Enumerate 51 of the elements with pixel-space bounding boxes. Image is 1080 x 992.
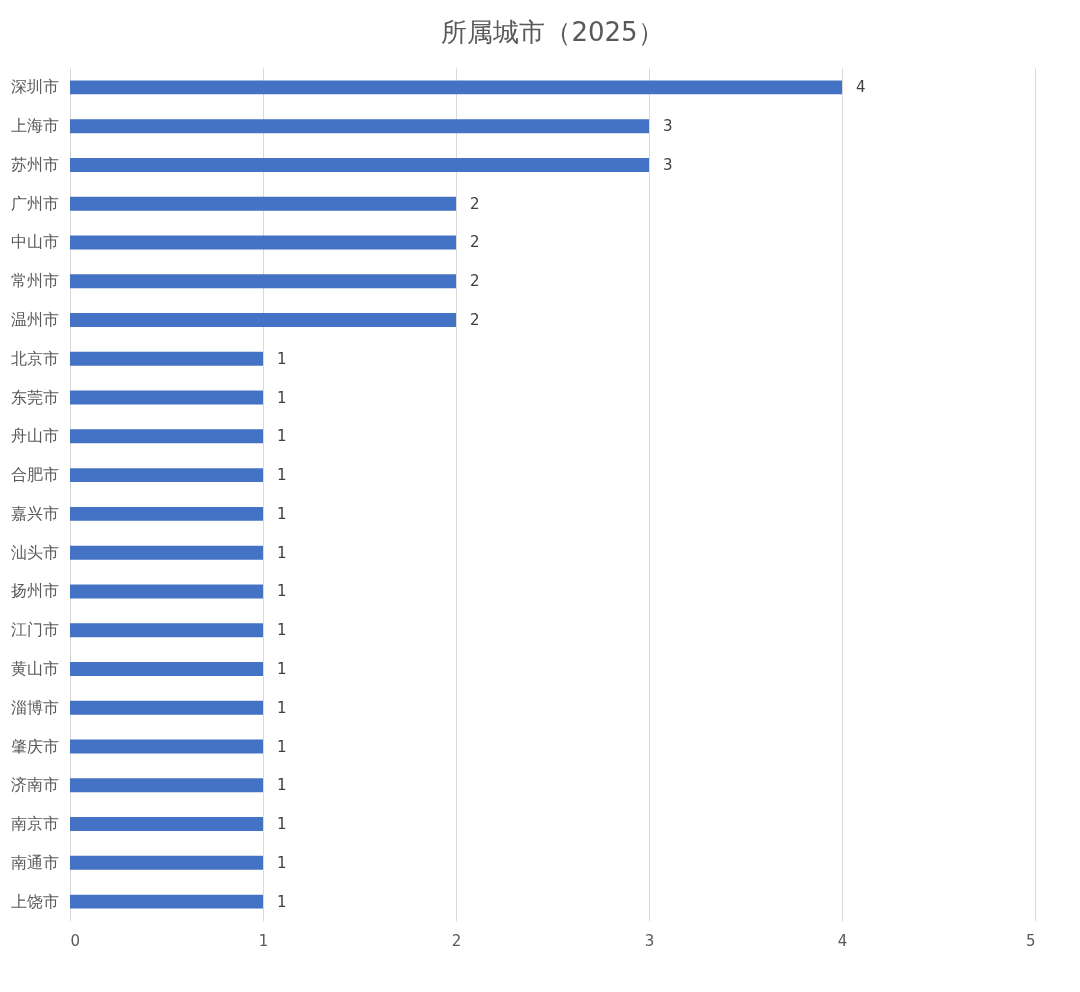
data-label: 1 xyxy=(277,349,287,368)
y-tick-label: 苏州市 xyxy=(10,154,59,174)
data-label: 4 xyxy=(856,78,866,97)
data-label: 1 xyxy=(277,466,287,485)
data-label: 1 xyxy=(277,853,287,872)
data-label: 1 xyxy=(277,427,287,446)
data-label: 1 xyxy=(277,892,287,911)
y-tick-label: 黄山市 xyxy=(10,658,59,678)
y-tick-label: 上海市 xyxy=(10,116,59,136)
x-tick-label: 0 xyxy=(70,931,81,950)
x-tick-label: 5 xyxy=(1025,931,1036,950)
data-label: 2 xyxy=(470,311,480,330)
y-tick-label: 淄博市 xyxy=(10,697,59,717)
data-label: 3 xyxy=(663,155,673,174)
data-label: 2 xyxy=(470,194,480,213)
y-tick-label: 东莞市 xyxy=(10,387,59,407)
y-tick-label: 江门市 xyxy=(10,620,59,640)
y-tick-label: 南京市 xyxy=(10,814,59,834)
chart-title: 所属城市（2025） xyxy=(441,17,664,47)
data-label: 1 xyxy=(277,621,287,640)
x-tick-label: 1 xyxy=(258,931,269,950)
y-tick-label: 深圳市 xyxy=(10,77,59,97)
y-tick-label: 温州市 xyxy=(10,310,59,330)
data-label: 3 xyxy=(663,117,673,136)
data-label: 1 xyxy=(277,582,287,601)
y-tick-label: 汕头市 xyxy=(10,542,59,562)
y-tick-label: 合肥市 xyxy=(10,465,59,485)
data-label: 2 xyxy=(470,233,480,252)
data-label: 1 xyxy=(277,388,287,407)
y-tick-label: 扬州市 xyxy=(10,581,59,601)
y-tick-label: 上饶市 xyxy=(10,891,59,911)
x-tick-label: 2 xyxy=(451,931,462,950)
y-tick-label: 舟山市 xyxy=(10,426,59,446)
y-tick-label: 肇庆市 xyxy=(10,736,59,756)
y-tick-label: 济南市 xyxy=(10,775,59,795)
data-label: 1 xyxy=(277,737,287,756)
data-label: 1 xyxy=(277,776,287,795)
y-tick-label: 南通市 xyxy=(10,852,59,872)
y-tick-label: 北京市 xyxy=(10,348,59,368)
y-tick-label: 中山市 xyxy=(10,232,59,252)
y-tick-label: 常州市 xyxy=(10,271,59,291)
data-label: 2 xyxy=(470,272,480,291)
y-tick-label: 嘉兴市 xyxy=(10,503,59,523)
y-tick-label: 广州市 xyxy=(10,193,59,213)
x-tick-label: 3 xyxy=(644,931,655,950)
data-label: 1 xyxy=(277,543,287,562)
x-tick-label: 4 xyxy=(837,931,848,950)
data-label: 1 xyxy=(277,659,287,678)
data-label: 1 xyxy=(277,504,287,523)
data-label: 1 xyxy=(277,698,287,717)
data-label: 1 xyxy=(277,815,287,834)
